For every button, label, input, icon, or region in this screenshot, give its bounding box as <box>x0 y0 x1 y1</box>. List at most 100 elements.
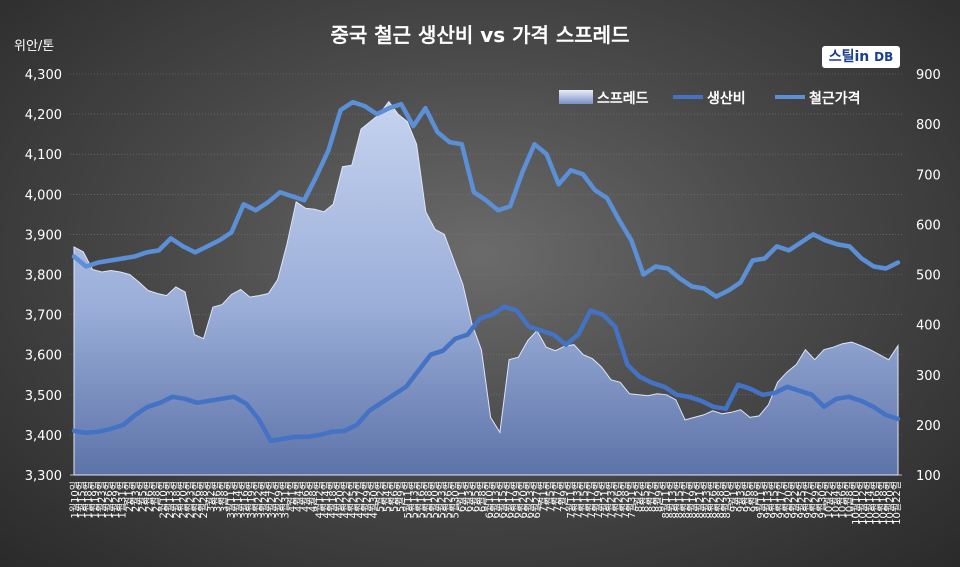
series-line-price <box>71 99 901 299</box>
x-tick-label: 10월6일 <box>837 481 849 519</box>
right-tick-label: 600 <box>916 218 941 233</box>
left-tick-label: 3,700 <box>25 309 62 324</box>
x-tick-label: 4월1일 <box>286 481 298 512</box>
x-tick-label: 7월1일 <box>538 481 550 512</box>
x-tick-label: 8월13일 <box>667 481 679 519</box>
x-tick-label: 10월2일 <box>823 481 835 519</box>
x-tick-label: 3월29일 <box>273 481 285 519</box>
x-tick-label: 9월20일 <box>782 481 794 519</box>
x-tick-label: 10월22일 <box>891 481 903 525</box>
x-tick-label: 4월12일 <box>314 481 326 519</box>
x-tick-label: 4월6일 <box>300 481 312 512</box>
spread-area-group <box>73 100 899 476</box>
x-tick-label: 5월2일 <box>375 481 387 512</box>
x-tick-label: 2월20일 <box>178 481 190 519</box>
x-tick-label: 2월28일 <box>198 481 210 519</box>
x-tick-label: 6월1일 <box>456 481 468 512</box>
x-tick-label: 3월24일 <box>259 481 271 519</box>
x-tick-label: 8월26일 <box>708 481 720 519</box>
legend-label-cost: 생산비 <box>707 90 746 107</box>
x-tick-label: 5월9일 <box>395 481 407 512</box>
x-tick-label: 2월10일 <box>157 481 169 519</box>
x-tick-label: 6월15일 <box>497 481 509 519</box>
right-tick-label: 200 <box>916 419 941 434</box>
left-tick-label: 4,200 <box>25 108 62 123</box>
x-tick-label: 8월19일 <box>687 481 699 519</box>
x-tick-label: 2월13일 <box>164 481 176 519</box>
x-tick-label: 9월27일 <box>803 481 815 519</box>
left-tick-label: 4,000 <box>25 188 62 203</box>
x-tick-label: 8월23일 <box>701 481 713 519</box>
x-tick-label: 8월7일 <box>646 481 658 512</box>
right-tick-label: 700 <box>916 168 941 183</box>
x-tick-label: 10월8일 <box>843 481 855 519</box>
x-tick-label: 5월23일 <box>436 481 448 519</box>
right-tick-label: 800 <box>916 118 941 133</box>
x-tick-label: 3월27일 <box>266 481 278 519</box>
left-tick-label: 3,400 <box>25 429 62 444</box>
x-tick-label: 3월19일 <box>246 481 258 519</box>
left-tick-label: 3,300 <box>25 469 62 484</box>
x-tick-label: 1월18일 <box>83 481 95 519</box>
x-tick-label: 3월8일 <box>218 481 230 512</box>
x-tick-label: 7월7일 <box>551 481 563 512</box>
x-tick-label: 6월3일 <box>463 481 475 512</box>
logo-text-2: in <box>854 49 870 65</box>
x-tick-label: 1월29일 <box>110 481 122 519</box>
x-tick-label: 4월29일 <box>361 481 373 519</box>
x-tick-label: 1월19일 <box>89 481 101 519</box>
x-tick-label: 9월8일 <box>748 481 760 512</box>
x-tick-label: 7월17일 <box>585 481 597 519</box>
x-tick-label: 8월17일 <box>680 481 692 519</box>
x-tick-label: 6월23일 <box>524 481 536 519</box>
legend-label-spread: 스프레드 <box>597 91 649 107</box>
x-tick-label: 7월9일 <box>558 481 570 512</box>
x-tick-label: 3월31일 <box>280 481 292 519</box>
left-axis-ticks: 3,300 3,400 3,500 3,600 3,700 3,800 3,900 4,000… <box>25 68 62 484</box>
x-tick-label: 7월5일 <box>545 481 557 512</box>
lines-group <box>71 99 901 444</box>
x-tick-label: 10월12일 <box>857 481 869 525</box>
x-tick-label: 1월15일 <box>76 481 88 519</box>
x-tick-label: 10월14일 <box>864 481 876 525</box>
x-tick-label: 7월31일 <box>626 481 638 519</box>
x-tick-label: 5월30일 <box>449 481 461 519</box>
legend-swatch-spread <box>559 90 593 104</box>
x-tick-label: 7월13일 <box>572 481 584 519</box>
x-tick-label: 7월19일 <box>592 481 604 519</box>
x-tick-label: 3월2일 <box>205 481 217 512</box>
x-tick-label: 6월19일 <box>511 481 523 519</box>
x-tick-label: 2월3일 <box>130 481 142 512</box>
x-axis-ticks: 1월10일1월15일1월18일1월19일1월23일1월26일1월29일1월31일… <box>69 481 903 525</box>
x-tick-label: 5월11일 <box>402 481 414 519</box>
x-tick-label: 2월18일 <box>171 481 183 519</box>
legend: 스프레드 생산비 철근가격 <box>559 90 861 107</box>
x-tick-label: 1월31일 <box>117 481 129 519</box>
x-tick-label: 7월15일 <box>579 481 591 519</box>
x-tick-label: 7월11일 <box>565 481 577 519</box>
x-tick-label: 8월2일 <box>633 481 645 512</box>
x-tick-label: 8월30일 <box>721 481 733 519</box>
x-tick-label: 4월22일 <box>341 481 353 519</box>
x-tick-label: 2월8일 <box>151 481 163 512</box>
x-tick-label: 8월28일 <box>714 481 726 519</box>
x-tick-label: 7월26일 <box>612 481 624 519</box>
x-tick-label: 4월20일 <box>334 481 346 519</box>
x-tick-label: 3월6일 <box>212 481 224 512</box>
x-tick-label: 8월5일 <box>640 481 652 512</box>
right-axis-ticks: 100 200 300 400 500 600 700 800 900 <box>916 68 941 484</box>
x-tick-label: 1월26일 <box>103 481 115 519</box>
left-tick-label: 3,600 <box>25 349 62 364</box>
right-tick-label: 400 <box>916 319 941 334</box>
x-tick-label: 5월6일 <box>388 481 400 512</box>
left-tick-label: 4,100 <box>25 148 62 163</box>
x-tick-label: 5월20일 <box>429 481 441 519</box>
x-tick-label: 2월26일 <box>191 481 203 519</box>
x-tick-label: 1월23일 <box>96 481 108 519</box>
x-tick-label: 9월3일 <box>735 481 747 512</box>
x-tick-label: 4월4일 <box>293 481 305 512</box>
left-tick-label: 3,800 <box>25 269 62 284</box>
series-spread-area <box>73 100 899 476</box>
right-tick-label: 300 <box>916 369 941 384</box>
